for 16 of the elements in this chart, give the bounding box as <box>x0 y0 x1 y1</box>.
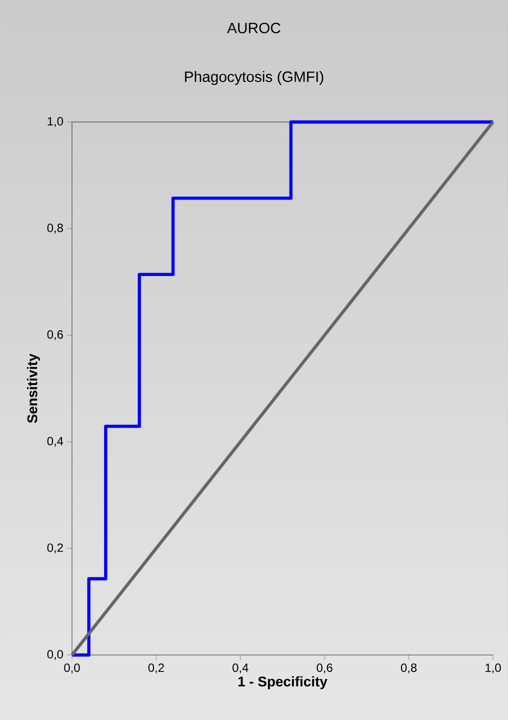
y-tick-label: 0,4 <box>47 436 64 447</box>
y-tick-label: 1,0 <box>48 117 64 127</box>
y-tick-label: 0,6 <box>47 330 63 340</box>
x-tick-label: 0,8 <box>400 664 417 674</box>
y-tick-label: 0,0 <box>47 650 64 660</box>
x-tick-label: 0,0 <box>64 664 80 674</box>
x-tick-label: 0,6 <box>316 664 332 674</box>
y-tick-label: 0,8 <box>47 224 63 234</box>
x-tick-label: 0,4 <box>232 664 248 674</box>
chart-title: AUROC <box>227 22 280 34</box>
x-axis-title: 1 - Specificity <box>238 676 328 690</box>
chart-subtitle: Phagocytosis (GMFI) <box>185 71 324 85</box>
y-tick-label: 0,2 <box>47 543 63 554</box>
x-tick-label: 1,0 <box>486 664 501 674</box>
x-tick-label: 0,2 <box>148 664 164 674</box>
y-axis-title: Sensitivity <box>27 354 40 423</box>
